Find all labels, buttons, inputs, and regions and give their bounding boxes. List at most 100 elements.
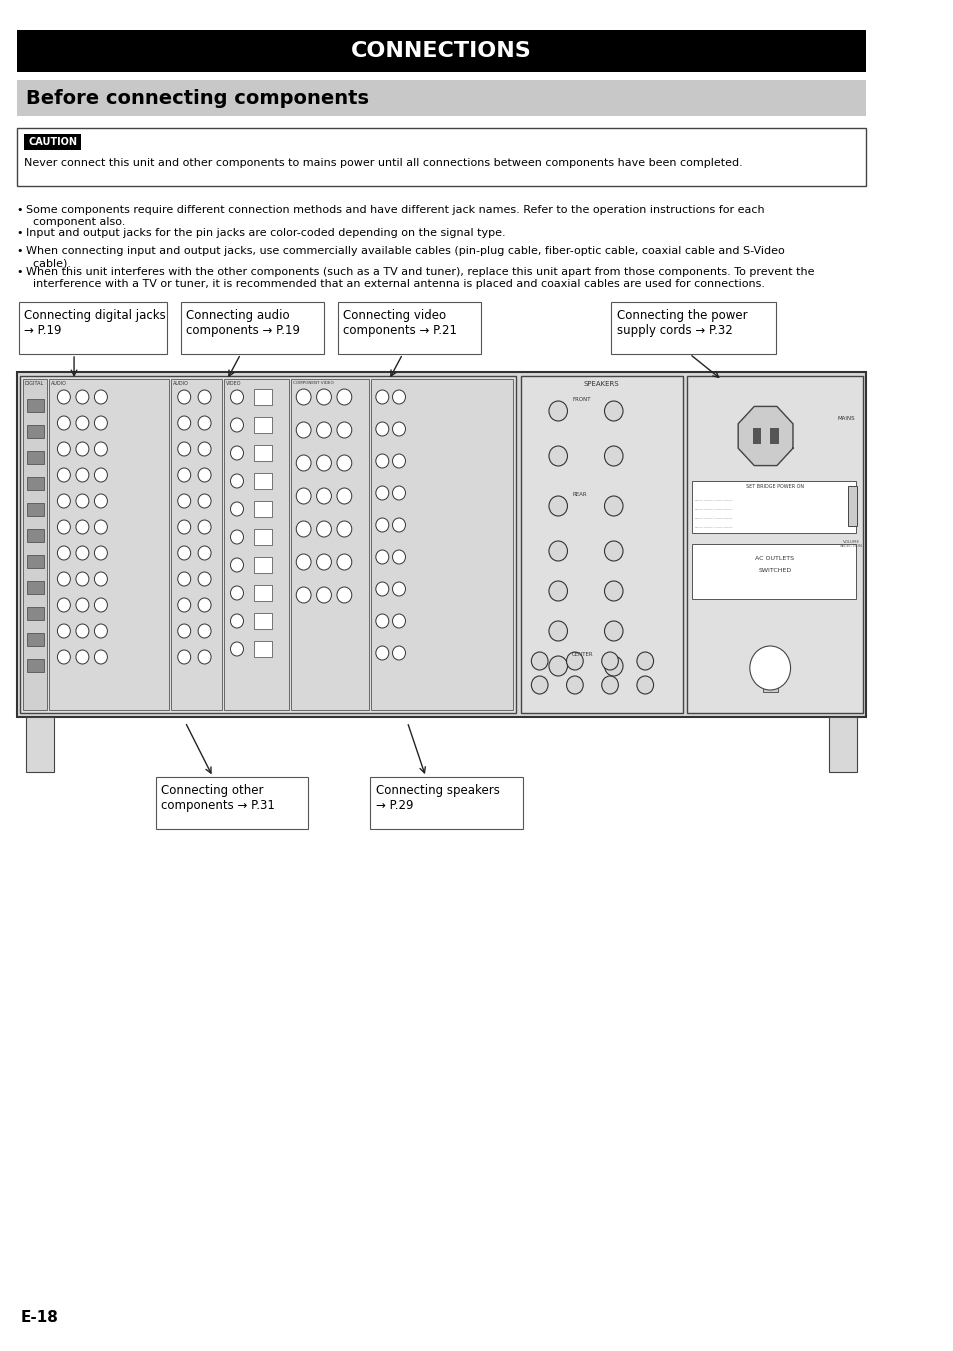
Circle shape [548, 446, 567, 466]
Circle shape [94, 598, 108, 612]
Circle shape [94, 390, 108, 404]
Circle shape [336, 488, 352, 504]
Bar [27, 555, 44, 567]
Circle shape [316, 389, 331, 405]
Circle shape [76, 416, 89, 430]
Circle shape [76, 571, 89, 586]
Bar [16, 128, 865, 186]
Bar [253, 417, 272, 434]
Text: •: • [16, 228, 23, 238]
Circle shape [296, 521, 311, 536]
Circle shape [548, 657, 567, 676]
Circle shape [76, 390, 89, 404]
Circle shape [94, 546, 108, 561]
Circle shape [57, 494, 71, 508]
Bar [686, 376, 862, 713]
Circle shape [566, 676, 582, 694]
Circle shape [94, 520, 108, 534]
Circle shape [375, 582, 389, 596]
Text: •: • [16, 246, 23, 255]
Text: _____ _____ _____ _____: _____ _____ _____ _____ [694, 505, 732, 509]
Circle shape [198, 571, 211, 586]
Circle shape [375, 646, 389, 661]
Bar [370, 777, 522, 830]
Bar [337, 303, 481, 354]
Text: AC OUTLETS: AC OUTLETS [755, 557, 794, 561]
Circle shape [198, 442, 211, 457]
Text: components → P.21: components → P.21 [343, 324, 457, 336]
Circle shape [57, 624, 71, 638]
Circle shape [231, 642, 243, 657]
Circle shape [57, 467, 71, 482]
Circle shape [316, 586, 331, 603]
Circle shape [604, 540, 622, 561]
Circle shape [637, 676, 653, 694]
Text: cable).: cable). [26, 258, 71, 267]
Circle shape [548, 540, 567, 561]
Circle shape [57, 520, 71, 534]
Text: CENTER: CENTER [572, 653, 593, 657]
Text: component also.: component also. [26, 218, 125, 227]
Circle shape [177, 494, 191, 508]
Circle shape [231, 586, 243, 600]
Bar [49, 380, 170, 711]
Circle shape [375, 550, 389, 563]
Bar [24, 134, 81, 150]
Circle shape [231, 446, 243, 459]
Bar [27, 503, 44, 516]
Circle shape [57, 390, 71, 404]
Bar [23, 380, 47, 711]
Bar [16, 372, 865, 717]
Circle shape [601, 676, 618, 694]
Circle shape [177, 442, 191, 457]
Bar [27, 399, 44, 412]
Bar [16, 30, 865, 72]
Circle shape [177, 624, 191, 638]
Text: When this unit interferes with the other components (such as a TV and tuner), re: When this unit interferes with the other… [26, 267, 814, 277]
Circle shape [392, 550, 405, 563]
Circle shape [177, 416, 191, 430]
Text: Connecting the power: Connecting the power [616, 309, 746, 322]
Circle shape [531, 676, 547, 694]
Circle shape [375, 486, 389, 500]
Text: Some components require different connection methods and have different jack nam: Some components require different connec… [26, 205, 763, 215]
Text: components → P.19: components → P.19 [186, 324, 300, 336]
Bar [253, 501, 272, 517]
Text: Before connecting components: Before connecting components [26, 89, 369, 108]
Text: Never connect this unit and other components to mains power until all connection: Never connect this unit and other compon… [24, 158, 742, 168]
Circle shape [231, 417, 243, 432]
Circle shape [76, 598, 89, 612]
Circle shape [548, 581, 567, 601]
Circle shape [177, 598, 191, 612]
Circle shape [177, 571, 191, 586]
Circle shape [637, 653, 653, 670]
Circle shape [316, 455, 331, 471]
Bar [27, 634, 44, 646]
Circle shape [198, 598, 211, 612]
Bar [769, 428, 778, 444]
Bar [253, 444, 272, 461]
Bar [27, 659, 44, 671]
Circle shape [231, 530, 243, 544]
Circle shape [231, 390, 243, 404]
Circle shape [604, 657, 622, 676]
Bar [27, 451, 44, 463]
Circle shape [316, 554, 331, 570]
Text: Connecting speakers: Connecting speakers [375, 784, 499, 797]
Polygon shape [738, 407, 792, 466]
Circle shape [198, 494, 211, 508]
Circle shape [375, 454, 389, 467]
Bar [253, 389, 272, 405]
Circle shape [296, 455, 311, 471]
Text: MAINS: MAINS [837, 416, 854, 422]
Text: _____ _____ _____ _____: _____ _____ _____ _____ [694, 513, 732, 517]
Circle shape [604, 621, 622, 640]
Bar [253, 613, 272, 630]
Circle shape [392, 613, 405, 628]
Text: E-18: E-18 [20, 1310, 58, 1325]
Text: Connecting other: Connecting other [161, 784, 263, 797]
Text: → P.19: → P.19 [24, 324, 62, 336]
Bar [18, 303, 167, 354]
Circle shape [604, 496, 622, 516]
Circle shape [296, 586, 311, 603]
